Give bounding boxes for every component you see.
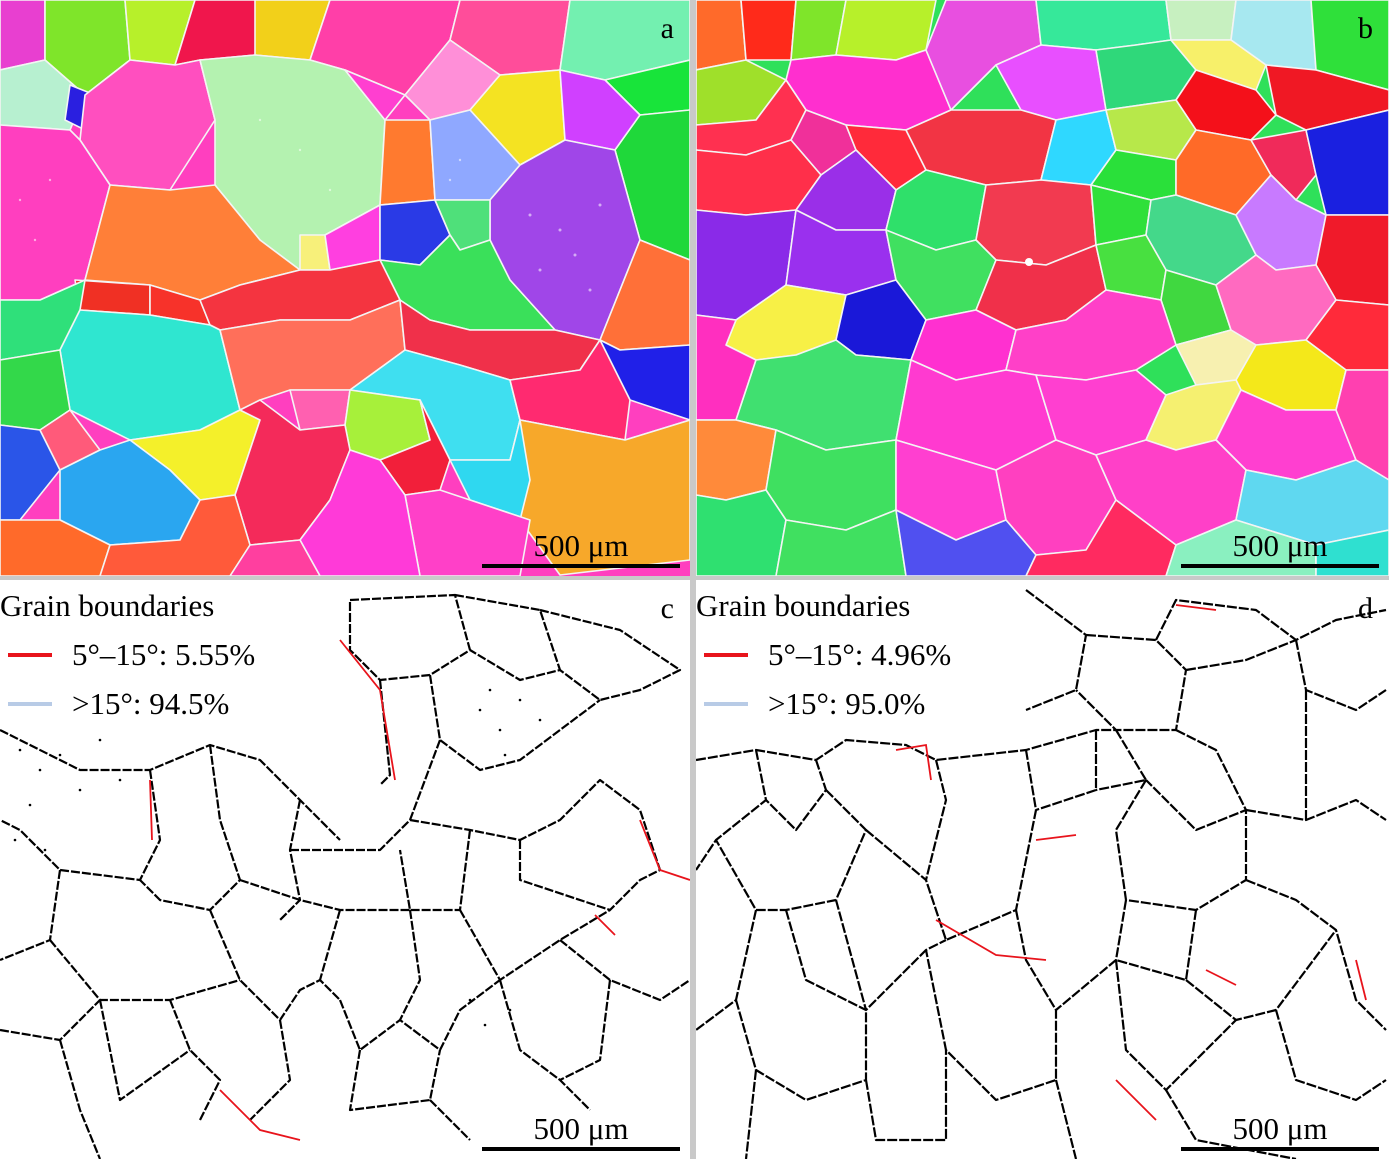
legend-high-angle-label: >15°: 95.0% — [768, 686, 926, 721]
scale-bar-label: 500 μm — [1232, 528, 1328, 563]
legend-title: Grain boundaries — [0, 588, 215, 623]
legend-low-angle-label: 5°–15°: 5.55% — [72, 637, 256, 672]
panel-label-c: c — [660, 592, 674, 625]
scale-bar-line — [482, 1147, 680, 1151]
scale-bar-c: 500 μm — [482, 1113, 680, 1151]
legend-c: Grain boundaries 5°–15°: 5.55% >15°: 94.… — [0, 590, 255, 737]
legend-high-angle-label: >15°: 94.5% — [72, 686, 230, 721]
scale-bar-line — [1181, 564, 1379, 568]
legend-row-high-angle: >15°: 95.0% — [704, 688, 951, 719]
high-angle-swatch — [704, 701, 748, 706]
scale-bar-label: 500 μm — [533, 528, 629, 563]
panel-a-orientation-map: a 500 μm — [0, 0, 690, 576]
legend-d: Grain boundaries 5°–15°: 4.96% >15°: 95.… — [696, 590, 951, 737]
panel-d-grain-boundary-map: Grain boundaries 5°–15°: 4.96% >15°: 95.… — [696, 580, 1389, 1159]
panel-divider-horizontal — [0, 576, 1389, 580]
ebsd-map-a — [0, 0, 690, 576]
scale-bar-label: 500 μm — [533, 1111, 629, 1146]
ebsd-map-b — [696, 0, 1389, 576]
legend-title: Grain boundaries — [696, 588, 911, 623]
legend-row-low-angle: 5°–15°: 5.55% — [8, 639, 255, 670]
low-angle-swatch — [704, 652, 748, 657]
panel-b-orientation-map: b 500 μm — [696, 0, 1389, 576]
legend-low-angle-label: 5°–15°: 4.96% — [768, 637, 952, 672]
scale-bar-a: 500 μm — [482, 530, 680, 568]
scale-bar-d: 500 μm — [1181, 1113, 1379, 1151]
panel-label-b: b — [1358, 12, 1373, 45]
scale-bar-line — [1181, 1147, 1379, 1151]
low-angle-swatch — [8, 652, 52, 657]
boundary-map-d — [696, 589, 1387, 1159]
high-angle-swatch — [8, 701, 52, 706]
panel-c-grain-boundary-map: Grain boundaries 5°–15°: 5.55% >15°: 94.… — [0, 580, 690, 1159]
scale-bar-label: 500 μm — [1232, 1111, 1328, 1146]
boundary-map-c — [0, 593, 690, 1159]
panel-label-d: d — [1358, 592, 1373, 625]
legend-row-high-angle: >15°: 94.5% — [8, 688, 255, 719]
legend-row-low-angle: 5°–15°: 4.96% — [704, 639, 951, 670]
scale-bar-b: 500 μm — [1181, 530, 1379, 568]
scale-bar-line — [482, 564, 680, 568]
panel-label-a: a — [660, 12, 674, 45]
